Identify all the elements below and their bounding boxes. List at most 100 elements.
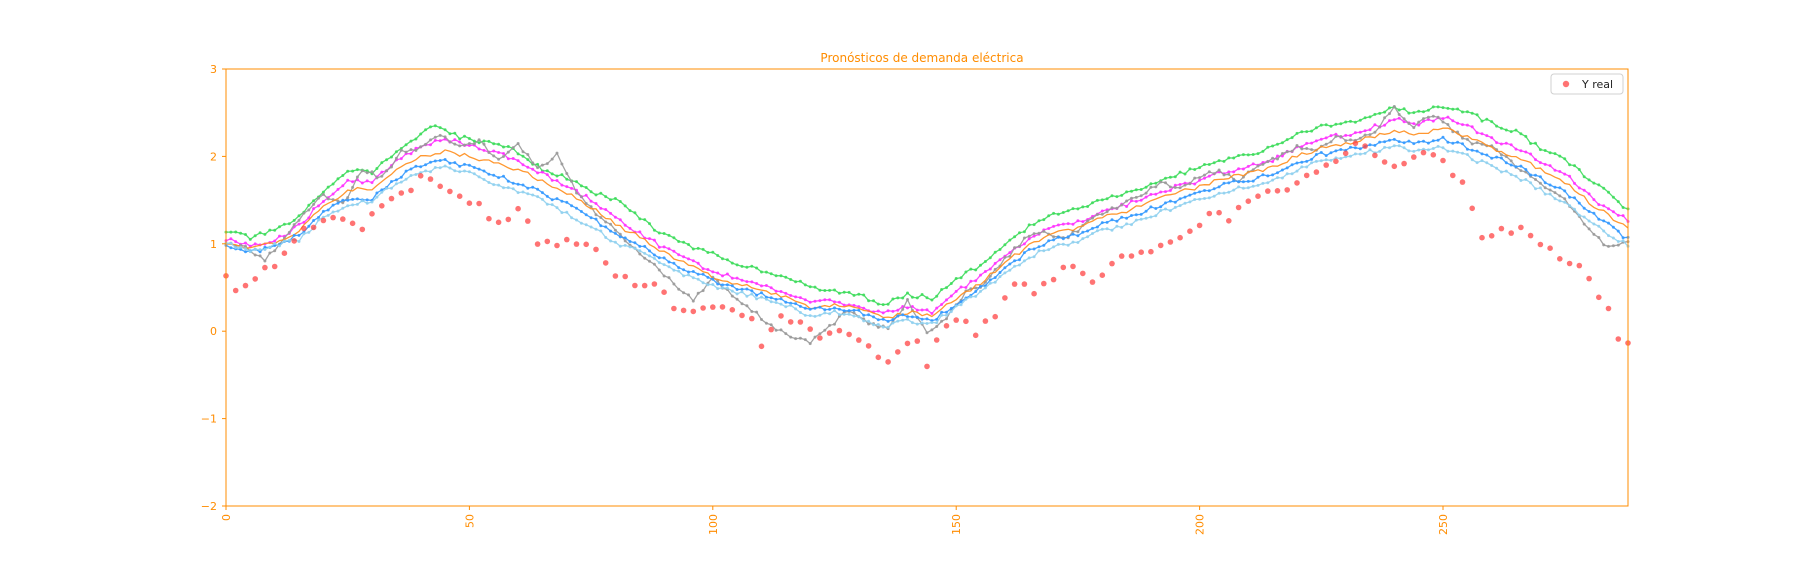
series-marker (750, 264, 754, 268)
series-marker (380, 170, 384, 174)
series-marker (735, 288, 739, 291)
y-real-point (262, 264, 268, 271)
y-real-point (1547, 245, 1553, 251)
series-marker (511, 181, 515, 185)
series-marker (1217, 159, 1221, 163)
series-marker (1441, 117, 1445, 121)
series-marker (672, 249, 676, 253)
series-marker (1319, 151, 1323, 154)
series-marker (1344, 120, 1348, 124)
series-marker (453, 142, 457, 146)
series-marker (609, 239, 613, 243)
y-tick-label: 3 (210, 63, 217, 76)
series-marker (1008, 238, 1012, 242)
series-marker (1154, 192, 1158, 196)
series-marker (1183, 201, 1187, 205)
y-real-point (1128, 253, 1135, 259)
series-marker (550, 157, 554, 161)
series-marker (682, 268, 686, 272)
series-marker (258, 254, 262, 258)
y-real-point (359, 226, 366, 233)
series-marker (317, 218, 320, 222)
series-marker (652, 228, 656, 232)
series-marker (818, 332, 822, 336)
series-marker (244, 244, 247, 248)
y-real-point (369, 211, 375, 217)
series-marker (1548, 164, 1552, 168)
series-marker (1509, 163, 1513, 167)
series-marker (1568, 163, 1572, 167)
series-marker (312, 202, 316, 206)
series-marker (1125, 205, 1129, 208)
series-marker (1412, 122, 1416, 126)
series-marker (594, 217, 598, 221)
series-marker (920, 317, 924, 321)
series-marker (1607, 221, 1610, 225)
series-marker (1144, 209, 1148, 213)
series-marker (983, 270, 987, 273)
series-marker (336, 209, 340, 213)
series-marker (390, 180, 393, 183)
series-marker (1271, 160, 1275, 164)
series-marker (443, 128, 447, 132)
y-real-point (1411, 154, 1417, 160)
series-marker (1120, 203, 1124, 207)
series-marker (935, 306, 939, 310)
y-real-point (242, 282, 249, 289)
series-marker (492, 183, 496, 187)
series-marker (993, 250, 997, 254)
series-marker (1241, 186, 1245, 190)
y-real-point (1177, 234, 1183, 241)
series-marker (872, 299, 875, 303)
series-marker (1173, 175, 1177, 179)
series-marker (1256, 175, 1260, 179)
series-marker (511, 157, 515, 160)
series-marker (1407, 139, 1411, 143)
series-marker (1334, 149, 1338, 153)
series-marker (706, 275, 710, 279)
y-real-point (534, 241, 541, 247)
series-marker (1105, 227, 1109, 231)
y-real-point (1011, 281, 1018, 287)
series-marker (1047, 214, 1051, 218)
series-marker (1485, 161, 1489, 165)
y-real-point (1498, 225, 1505, 232)
series-marker (555, 179, 559, 182)
series-marker (1066, 243, 1070, 247)
series-marker (287, 222, 291, 226)
series-marker (575, 206, 578, 210)
series-marker (760, 270, 763, 274)
series-marker (1353, 146, 1357, 150)
y-real-point (856, 337, 862, 343)
series-marker (1237, 180, 1241, 184)
series-marker (1305, 165, 1309, 169)
series-marker (789, 294, 793, 297)
series-marker (312, 199, 316, 203)
series-marker (1168, 189, 1172, 192)
series-marker (1037, 231, 1041, 235)
series-marker (1587, 192, 1591, 196)
series-marker (360, 169, 364, 173)
y-real-point (1488, 233, 1495, 239)
series-marker (662, 256, 666, 260)
series-marker (1402, 120, 1406, 124)
series-marker (852, 293, 856, 297)
series-marker (1032, 232, 1036, 236)
series-marker (1168, 175, 1172, 179)
series-marker (1402, 141, 1406, 145)
series-marker (745, 280, 749, 284)
series-marker (842, 309, 846, 313)
series-marker (424, 142, 428, 146)
series-marker (1217, 191, 1221, 195)
series-marker (273, 249, 277, 253)
series-marker (1534, 173, 1537, 177)
series-marker (497, 157, 501, 161)
series-marker (575, 180, 578, 184)
series-marker (526, 158, 530, 162)
series-marker (599, 216, 603, 219)
series-marker (1276, 142, 1279, 146)
series-marker (604, 220, 608, 224)
series-marker (891, 297, 895, 301)
series-marker (1344, 155, 1348, 159)
series-marker (682, 274, 686, 278)
